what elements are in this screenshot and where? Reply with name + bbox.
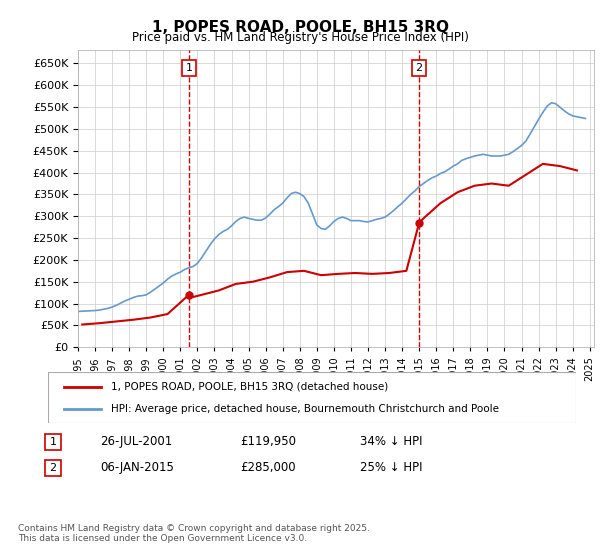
Text: HPI: Average price, detached house, Bournemouth Christchurch and Poole: HPI: Average price, detached house, Bour… — [112, 404, 499, 414]
Text: 1, POPES ROAD, POOLE, BH15 3RQ (detached house): 1, POPES ROAD, POOLE, BH15 3RQ (detached… — [112, 381, 389, 391]
Text: 34% ↓ HPI: 34% ↓ HPI — [360, 435, 422, 448]
Text: Contains HM Land Registry data © Crown copyright and database right 2025.
This d: Contains HM Land Registry data © Crown c… — [18, 524, 370, 543]
FancyBboxPatch shape — [48, 372, 576, 423]
Text: 2: 2 — [49, 463, 56, 473]
Text: 25% ↓ HPI: 25% ↓ HPI — [360, 461, 422, 474]
FancyBboxPatch shape — [45, 434, 61, 450]
Text: 26-JUL-2001: 26-JUL-2001 — [100, 435, 172, 448]
Text: 1, POPES ROAD, POOLE, BH15 3RQ: 1, POPES ROAD, POOLE, BH15 3RQ — [151, 20, 449, 35]
Text: Price paid vs. HM Land Registry's House Price Index (HPI): Price paid vs. HM Land Registry's House … — [131, 31, 469, 44]
Text: 2: 2 — [416, 63, 423, 73]
Text: £285,000: £285,000 — [240, 461, 296, 474]
Text: 1: 1 — [185, 63, 193, 73]
FancyBboxPatch shape — [45, 460, 61, 475]
Text: 06-JAN-2015: 06-JAN-2015 — [100, 461, 174, 474]
Text: 1: 1 — [49, 437, 56, 447]
Text: £119,950: £119,950 — [240, 435, 296, 448]
